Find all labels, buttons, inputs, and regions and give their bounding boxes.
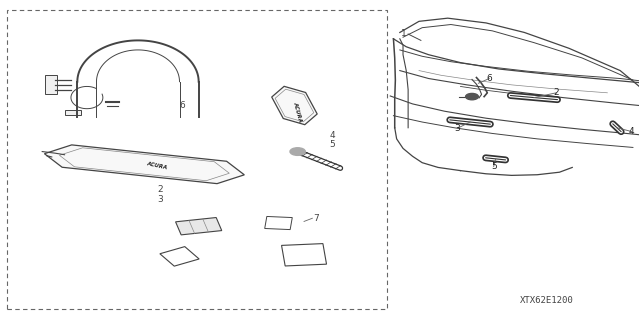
Text: 4: 4 [629,127,634,136]
Text: 1: 1 [401,29,406,38]
Circle shape [466,93,478,100]
Bar [65,110,81,115]
Text: XTX62E1200: XTX62E1200 [520,296,573,305]
Text: 5: 5 [330,140,335,149]
Text: 6: 6 [486,74,492,83]
Text: 4: 4 [330,131,335,140]
Text: 2: 2 [157,185,163,194]
Text: 6: 6 [179,101,185,110]
Polygon shape [272,86,317,125]
Text: 3: 3 [157,195,163,204]
Text: 7: 7 [314,214,319,223]
Bar [7,10,387,309]
Bar [45,75,57,94]
Text: 3: 3 [454,124,460,133]
Text: ACURA: ACURA [146,161,168,170]
Text: ACURA: ACURA [292,101,303,122]
Polygon shape [44,145,244,184]
Circle shape [290,148,305,155]
Text: 5: 5 [491,162,497,171]
Text: 2: 2 [554,88,559,97]
Polygon shape [175,218,221,235]
